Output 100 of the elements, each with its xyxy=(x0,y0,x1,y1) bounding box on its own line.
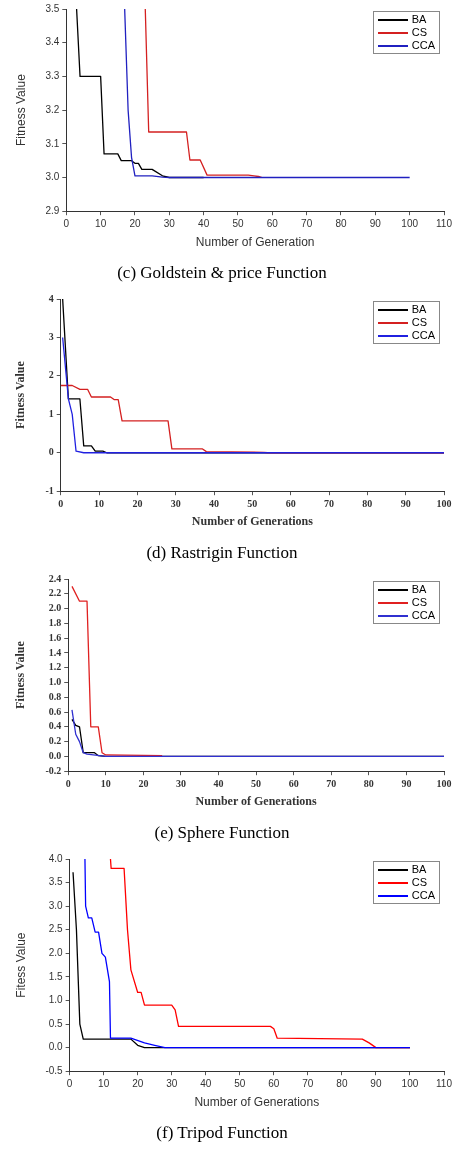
y-tick-label: 1.8 xyxy=(48,616,62,628)
x-tick-label: 30 xyxy=(175,777,186,789)
y-tick-label: 2.0 xyxy=(48,947,64,959)
y-tick-label: 3.1 xyxy=(45,137,60,149)
y-tick-label: 3.3 xyxy=(45,70,60,82)
legend-label: CS xyxy=(411,26,428,39)
legend-label: BA xyxy=(411,863,427,876)
y-tick-label: 2.5 xyxy=(48,923,64,935)
x-tick-label: 60 xyxy=(266,217,279,229)
y-tick-label: 1.6 xyxy=(48,631,62,643)
legend-label: CCA xyxy=(411,329,435,342)
y-tick-label: -0.5 xyxy=(45,1064,64,1076)
x-tick-label: 50 xyxy=(247,497,258,509)
y-tick-label: 3.4 xyxy=(45,36,60,48)
x-tick-label: 100 xyxy=(401,217,419,229)
y-tick-label: 1.0 xyxy=(48,994,64,1006)
x-tick-label: 90 xyxy=(369,217,382,229)
x-tick-label: 50 xyxy=(251,777,262,789)
y-tick-label: -0.2 xyxy=(45,764,62,776)
x-tick-label: 10 xyxy=(95,217,107,229)
x-tick-label: 100 xyxy=(436,777,452,789)
y-tick-label: 2 xyxy=(48,369,54,381)
x-tick-label: 40 xyxy=(209,497,220,509)
legend-label: CCA xyxy=(411,39,435,52)
x-tick-label: 90 xyxy=(370,1077,382,1089)
y-tick-label: 2.0 xyxy=(48,602,62,614)
x-tick-label: 70 xyxy=(302,1077,314,1089)
x-tick-label: 30 xyxy=(163,217,176,229)
x-tick-label: 20 xyxy=(132,497,143,509)
x-tick-label: 50 xyxy=(234,1077,246,1089)
legend-label: BA xyxy=(411,13,427,26)
x-tick-label: 60 xyxy=(285,497,296,509)
y-tick-label: 2.9 xyxy=(45,204,60,216)
text: (e) Sphere Function xyxy=(154,823,290,843)
y-tick-label: 0.2 xyxy=(48,735,62,747)
x-tick-label: 60 xyxy=(268,1077,280,1089)
y-axis-title: Fitness Value xyxy=(13,73,28,147)
x-tick-label: 10 xyxy=(94,497,105,509)
x-tick-label: 20 xyxy=(132,1077,144,1089)
y-tick-label: 0.8 xyxy=(48,690,62,702)
legend-label: CS xyxy=(411,596,428,609)
legend-label: CCA xyxy=(411,609,435,622)
x-tick-label: 10 xyxy=(98,1077,110,1089)
text: (f) Tripod Function xyxy=(156,1123,289,1143)
x-tick-label: 20 xyxy=(129,217,141,229)
x-tick-label: 110 xyxy=(436,217,453,229)
y-tick-label: 4.0 xyxy=(48,852,64,864)
x-tick-label: 40 xyxy=(213,777,224,789)
x-tick-label: 110 xyxy=(436,1077,453,1089)
x-tick-label: 70 xyxy=(326,777,337,789)
y-tick-label: 2.2 xyxy=(48,587,62,599)
y-tick-label: 3 xyxy=(48,331,54,343)
legend-label: BA xyxy=(411,303,427,316)
x-tick-label: 20 xyxy=(138,777,149,789)
x-tick-label: 90 xyxy=(400,497,411,509)
legend-label: CS xyxy=(411,876,428,889)
legend-label: CS xyxy=(411,316,428,329)
y-tick-label: 3.0 xyxy=(48,899,64,911)
x-tick-label: 90 xyxy=(401,777,412,789)
x-tick-label: 30 xyxy=(170,497,181,509)
x-axis-title: Number of Generations xyxy=(195,794,317,809)
y-tick-label: 0 xyxy=(48,446,54,458)
y-tick-label: 0.0 xyxy=(48,749,62,761)
x-tick-label: 80 xyxy=(336,1077,348,1089)
x-tick-label: 70 xyxy=(301,217,313,229)
y-tick-label: 0.6 xyxy=(48,705,62,717)
y-tick-label: 1.2 xyxy=(48,661,62,673)
y-tick-label: 3.2 xyxy=(45,103,60,115)
x-tick-label: 40 xyxy=(200,1077,212,1089)
x-tick-label: 60 xyxy=(288,777,299,789)
y-tick-label: 3.0 xyxy=(45,171,60,183)
x-tick-label: 0 xyxy=(66,1077,73,1089)
y-tick-label: 4 xyxy=(48,292,54,304)
y-tick-label: 1.4 xyxy=(48,646,62,658)
x-tick-label: 80 xyxy=(363,777,374,789)
y-tick-label: -1 xyxy=(45,484,54,496)
x-tick-label: 100 xyxy=(436,497,452,509)
x-tick-label: 70 xyxy=(324,497,335,509)
x-tick-label: 80 xyxy=(362,497,373,509)
x-tick-label: 40 xyxy=(198,217,210,229)
x-axis-title: Number of Generations xyxy=(194,1094,320,1109)
y-tick-label: 1 xyxy=(48,407,54,419)
text: (c) Goldstein & price Function xyxy=(117,263,328,283)
legend-label: CCA xyxy=(411,889,435,902)
y-tick-label: 1.5 xyxy=(48,970,64,982)
y-tick-label: 3.5 xyxy=(45,2,60,14)
y-tick-label: 0.5 xyxy=(48,1017,64,1029)
y-tick-label: 3.5 xyxy=(48,876,64,888)
x-tick-label: 50 xyxy=(232,217,244,229)
y-tick-label: 0.0 xyxy=(48,1041,64,1053)
y-tick-label: 1.0 xyxy=(48,676,62,688)
y-axis-title: Fitness Value xyxy=(13,360,28,429)
x-tick-label: 10 xyxy=(100,777,111,789)
x-tick-label: 100 xyxy=(401,1077,419,1089)
y-axis-title: Fitness Value xyxy=(13,640,28,709)
legend-label: BA xyxy=(411,583,427,596)
text: (d) Rastrigin Function xyxy=(146,543,299,563)
y-axis-title: Fitess Value xyxy=(13,932,28,998)
x-axis-title: Number of Generation xyxy=(195,234,315,249)
x-tick-label: 80 xyxy=(335,217,347,229)
